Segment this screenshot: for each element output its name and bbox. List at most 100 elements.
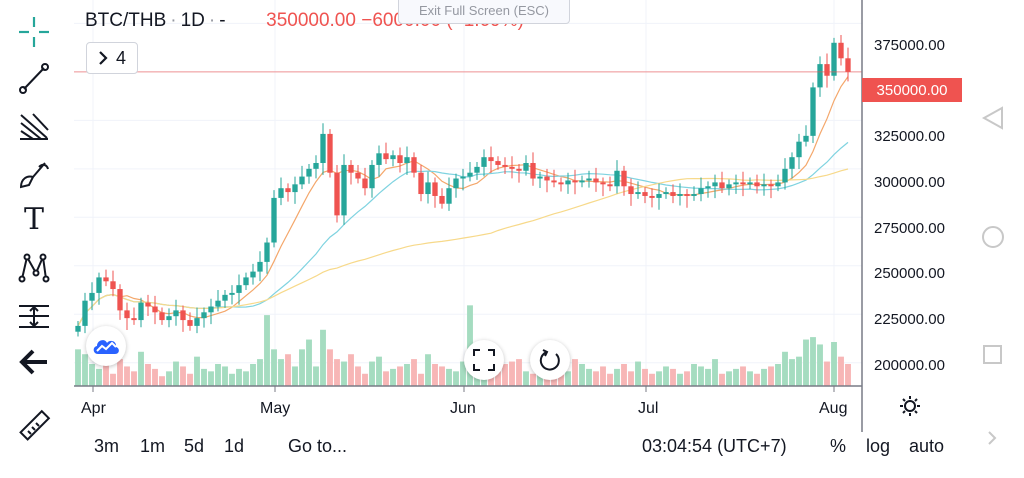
range-3m-button[interactable]: 3m xyxy=(94,436,120,456)
volume-bar xyxy=(89,364,95,386)
candle-body xyxy=(544,176,550,181)
volume-bar xyxy=(607,373,613,386)
candle-body xyxy=(530,163,536,179)
volume-bar xyxy=(82,354,88,386)
measure-tool[interactable] xyxy=(14,296,54,336)
volume-bar xyxy=(201,368,207,386)
nav-recents-button[interactable] xyxy=(983,345,1002,364)
volume-bar xyxy=(355,366,361,386)
candle-body xyxy=(285,188,291,193)
drawing-toolbar: T xyxy=(0,0,70,473)
volume-bar xyxy=(362,373,368,386)
chevron-right-icon xyxy=(988,431,997,445)
clock-timezone[interactable]: 03:04:54 (UTC+7) xyxy=(642,436,787,456)
pattern-tool[interactable] xyxy=(14,248,54,288)
indicators-toggle-button[interactable]: 4 xyxy=(86,42,138,74)
crosshair-tool[interactable] xyxy=(14,12,54,52)
candle-body xyxy=(845,58,851,72)
chevron-right-icon xyxy=(99,51,108,65)
exit-fullscreen-hint[interactable]: Exit Full Screen (ESC) xyxy=(398,0,570,24)
log-scale-button[interactable]: log xyxy=(866,436,891,456)
candle-body xyxy=(215,300,221,307)
candle-body xyxy=(96,277,102,293)
trend-line-tool[interactable] xyxy=(14,58,54,98)
volume-bar xyxy=(425,354,431,386)
system-navigation-bar xyxy=(962,0,1024,473)
candle-body xyxy=(719,182,725,189)
price-chart[interactable]: Apr May Jun Jul Aug xyxy=(74,0,962,473)
chart-settings-button[interactable] xyxy=(900,396,920,416)
candle-body xyxy=(180,310,186,321)
candle-body xyxy=(572,180,578,183)
chart-pane[interactable]: Apr May Jun Jul Aug xyxy=(74,0,962,473)
system-nav-icons xyxy=(981,106,1004,445)
nav-back-button[interactable] xyxy=(981,106,1003,130)
candle-body xyxy=(138,302,144,321)
volume-bar xyxy=(194,356,200,386)
volume-bar xyxy=(208,371,214,386)
candle-body xyxy=(411,157,417,173)
back-button[interactable] xyxy=(14,342,54,382)
volume-bar xyxy=(180,366,186,386)
volume-bars xyxy=(75,305,851,386)
fib-fan-tool[interactable] xyxy=(14,106,54,146)
candle-body xyxy=(656,194,662,198)
volume-bar xyxy=(320,329,326,386)
volume-bar xyxy=(838,356,844,386)
candle-body xyxy=(642,192,648,196)
price-axis[interactable]: 375000.00 325000.00 300000.00 275000.00 … xyxy=(862,0,962,473)
legend-separator: · xyxy=(208,10,216,31)
text-tool[interactable]: T xyxy=(14,200,54,240)
candle-body xyxy=(341,164,347,216)
nav-expand-button[interactable] xyxy=(988,431,997,445)
volume-bar xyxy=(600,366,606,386)
cloud-button[interactable] xyxy=(86,326,126,366)
volume-bar xyxy=(670,368,676,386)
candle-body xyxy=(201,312,207,319)
volume-bar xyxy=(292,366,298,386)
candle-body xyxy=(103,277,109,282)
volume-bar xyxy=(509,361,515,386)
candle-body xyxy=(810,87,816,136)
auto-scale-button[interactable]: auto xyxy=(909,436,945,456)
volume-bar xyxy=(446,368,452,386)
volume-bar xyxy=(621,364,627,386)
candle-body xyxy=(768,184,774,187)
candle-body xyxy=(488,157,494,162)
volume-bar xyxy=(719,373,725,386)
text-tool-icon: T xyxy=(23,202,44,237)
interval-label[interactable]: 1D xyxy=(180,10,205,31)
candle-body xyxy=(467,172,473,177)
percent-scale-button[interactable]: % xyxy=(830,436,847,456)
goto-button[interactable]: Go to... xyxy=(288,436,348,456)
reset-chart-button[interactable] xyxy=(530,340,570,380)
brush-tool[interactable] xyxy=(14,154,54,194)
volume-bar xyxy=(740,366,746,386)
volume-bar xyxy=(264,315,270,386)
ruler-tool[interactable] xyxy=(14,406,54,446)
candle-body xyxy=(481,157,487,167)
candle-body xyxy=(369,164,375,189)
price-tick: 250000.00 xyxy=(874,265,945,282)
volume-bar xyxy=(663,366,669,386)
volume-bar xyxy=(159,376,165,386)
candle-body xyxy=(726,184,732,189)
range-1m-button[interactable]: 1m xyxy=(140,436,166,456)
candle-body xyxy=(187,320,193,326)
price-tick: 225000.00 xyxy=(874,311,945,328)
candle-body xyxy=(306,168,312,177)
nav-home-button[interactable] xyxy=(982,226,1004,248)
fullscreen-button[interactable] xyxy=(464,340,504,380)
price-tick: 275000.00 xyxy=(874,220,945,237)
candle-body xyxy=(173,310,179,317)
last-value: 350000.00 xyxy=(266,10,356,31)
volume-bar xyxy=(124,366,130,386)
range-1d-button[interactable]: 1d xyxy=(224,436,245,456)
volume-bar xyxy=(579,364,585,386)
symbol-name[interactable]: BTC/THB xyxy=(85,10,167,31)
volume-bar xyxy=(628,371,634,386)
range-5d-button[interactable]: 5d xyxy=(184,436,205,456)
candle-body xyxy=(796,141,802,158)
candle-body xyxy=(698,188,704,195)
candle-body xyxy=(243,277,249,286)
